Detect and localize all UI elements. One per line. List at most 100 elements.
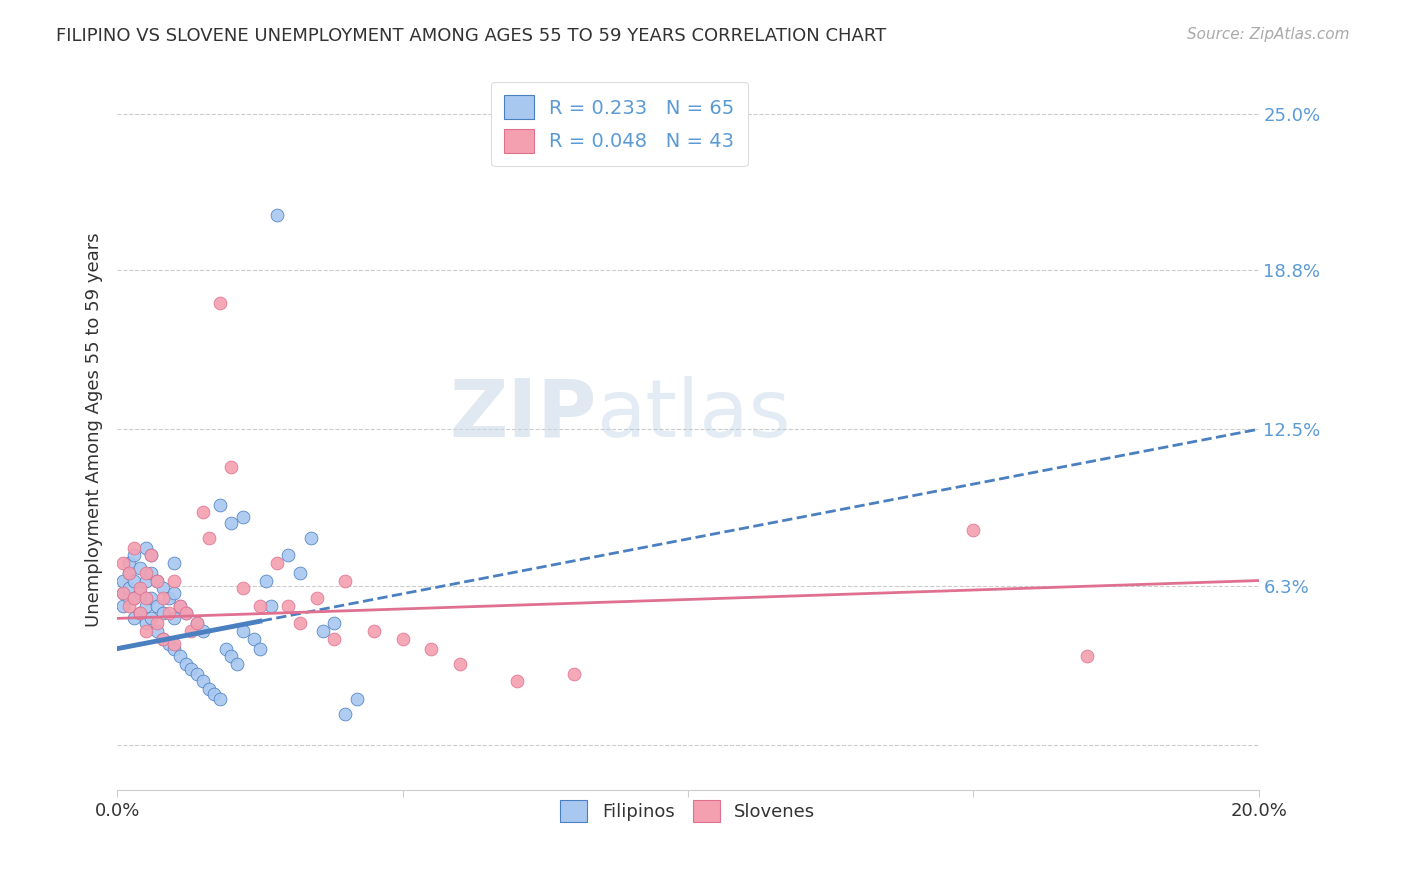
Point xyxy=(221,460,243,475)
Point xyxy=(311,624,333,638)
Point xyxy=(243,632,266,646)
Text: atlas: atlas xyxy=(596,376,792,454)
Point xyxy=(335,707,357,722)
Point xyxy=(232,624,254,638)
Point xyxy=(124,591,146,606)
Point xyxy=(111,574,134,588)
Point xyxy=(420,641,443,656)
Point xyxy=(299,531,322,545)
Point xyxy=(208,498,231,512)
Point xyxy=(117,566,139,580)
Point xyxy=(186,616,208,631)
Point xyxy=(146,616,169,631)
Point xyxy=(174,607,197,621)
Point xyxy=(111,586,134,600)
Point xyxy=(288,616,311,631)
Point xyxy=(186,666,208,681)
Point xyxy=(146,624,169,638)
Point xyxy=(129,561,152,575)
Point xyxy=(152,581,174,595)
Point xyxy=(169,599,191,613)
Point xyxy=(163,637,186,651)
Point xyxy=(157,637,180,651)
Point xyxy=(323,632,346,646)
Text: FILIPINO VS SLOVENE UNEMPLOYMENT AMONG AGES 55 TO 59 YEARS CORRELATION CHART: FILIPINO VS SLOVENE UNEMPLOYMENT AMONG A… xyxy=(56,27,887,45)
Point xyxy=(363,624,385,638)
Point xyxy=(254,574,277,588)
Point xyxy=(129,586,152,600)
Point xyxy=(141,591,163,606)
Point xyxy=(249,599,271,613)
Point xyxy=(232,581,254,595)
Point xyxy=(146,574,169,588)
Point xyxy=(335,574,357,588)
Point xyxy=(163,586,186,600)
Point xyxy=(124,549,146,563)
Point xyxy=(129,607,152,621)
Point xyxy=(226,657,249,671)
Point xyxy=(208,296,231,310)
Point xyxy=(260,599,283,613)
Point xyxy=(962,523,984,537)
Point xyxy=(191,506,214,520)
Point xyxy=(135,574,157,588)
Point xyxy=(124,574,146,588)
Point xyxy=(169,599,191,613)
Point xyxy=(111,556,134,570)
Point xyxy=(141,611,163,625)
Point xyxy=(180,624,202,638)
Point xyxy=(1076,649,1098,664)
Point xyxy=(117,556,139,570)
Point xyxy=(208,692,231,706)
Point xyxy=(124,541,146,555)
Point xyxy=(135,566,157,580)
Point xyxy=(288,566,311,580)
Point xyxy=(141,549,163,563)
Point xyxy=(141,549,163,563)
Point xyxy=(146,599,169,613)
Point xyxy=(180,662,202,676)
Point xyxy=(163,611,186,625)
Point xyxy=(346,692,368,706)
Point xyxy=(505,674,527,689)
Point xyxy=(111,586,134,600)
Point xyxy=(152,607,174,621)
Legend: Filipinos, Slovenes: Filipinos, Slovenes xyxy=(548,788,828,835)
Point xyxy=(135,591,157,606)
Point xyxy=(163,556,186,570)
Point xyxy=(157,607,180,621)
Point xyxy=(111,599,134,613)
Y-axis label: Unemployment Among Ages 55 to 59 years: Unemployment Among Ages 55 to 59 years xyxy=(86,232,103,626)
Point xyxy=(152,632,174,646)
Point xyxy=(163,574,186,588)
Point xyxy=(305,591,328,606)
Point xyxy=(146,574,169,588)
Point xyxy=(174,607,197,621)
Point xyxy=(249,641,271,656)
Point xyxy=(191,624,214,638)
Point xyxy=(277,599,299,613)
Point xyxy=(191,674,214,689)
Point xyxy=(141,566,163,580)
Point xyxy=(391,632,413,646)
Point xyxy=(157,591,180,606)
Point xyxy=(221,649,243,664)
Point xyxy=(277,549,299,563)
Point xyxy=(214,641,236,656)
Point xyxy=(124,611,146,625)
Point xyxy=(163,641,186,656)
Point xyxy=(449,657,471,671)
Point xyxy=(129,581,152,595)
Point xyxy=(197,531,219,545)
Point xyxy=(135,541,157,555)
Point xyxy=(232,510,254,524)
Point xyxy=(152,591,174,606)
Point xyxy=(135,624,157,638)
Point xyxy=(202,687,225,701)
Point xyxy=(197,681,219,696)
Point xyxy=(124,591,146,606)
Point xyxy=(129,607,152,621)
Point xyxy=(266,208,288,222)
Point xyxy=(221,516,243,530)
Point xyxy=(186,616,208,631)
